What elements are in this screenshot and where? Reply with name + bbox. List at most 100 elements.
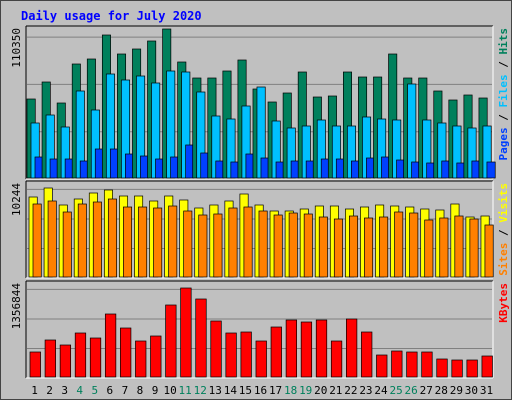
bar-kbytes-day-14 xyxy=(225,332,237,378)
bar-kbytes-day-4 xyxy=(74,332,87,378)
bar-sites-day-19 xyxy=(303,213,313,278)
bar-kbytes-day-16 xyxy=(255,340,267,378)
panel-1-ymax-label: 10244 xyxy=(10,183,23,216)
bar-kbytes-day-11 xyxy=(180,287,192,378)
bar-sites-day-31 xyxy=(484,224,494,278)
x-tick-label-day-16: 16 xyxy=(254,384,267,397)
bar-kbytes-day-28 xyxy=(436,358,448,378)
bar-sites-day-29 xyxy=(454,215,464,278)
x-tick-label-day-25: 25 xyxy=(389,384,402,397)
bar-sites-day-20 xyxy=(318,216,328,278)
bar-sites-day-13 xyxy=(213,213,223,278)
bar-sites-day-30 xyxy=(469,218,479,278)
bar-sites-day-5 xyxy=(92,201,102,278)
x-tick-label-day-7: 7 xyxy=(122,384,129,397)
bar-sites-day-17 xyxy=(273,214,283,278)
bar-kbytes-day-24 xyxy=(376,354,388,378)
bar-sites-day-1 xyxy=(32,203,42,278)
x-tick-label-day-21: 21 xyxy=(329,384,342,397)
bar-sites-day-25 xyxy=(394,211,404,278)
bar-sites-day-2 xyxy=(47,200,57,278)
bar-sites-day-27 xyxy=(424,219,434,278)
x-tick-label-day-23: 23 xyxy=(359,384,372,397)
x-tick-label-day-20: 20 xyxy=(314,384,327,397)
bar-kbytes-day-25 xyxy=(391,350,403,378)
bar-sites-day-9 xyxy=(153,207,163,278)
bar-sites-day-24 xyxy=(379,216,389,278)
chart-title: Daily usage for July 2020 xyxy=(21,9,202,23)
bar-sites-day-6 xyxy=(107,198,117,278)
bar-kbytes-day-23 xyxy=(361,331,373,378)
bar-pages-day-31 xyxy=(486,161,496,179)
legend-files-label: Files xyxy=(497,74,510,107)
x-tick-label-day-12: 12 xyxy=(194,384,207,397)
bar-kbytes-day-9 xyxy=(150,335,162,378)
bar-sites-day-22 xyxy=(349,215,358,278)
bar-kbytes-day-1 xyxy=(29,351,41,378)
bar-sites-day-18 xyxy=(288,212,298,278)
bar-sites-day-11 xyxy=(183,210,193,278)
bar-kbytes-day-20 xyxy=(315,319,328,378)
legend-hits-label: Hits xyxy=(497,28,510,55)
x-tick-label-day-15: 15 xyxy=(239,384,252,397)
bar-kbytes-day-26 xyxy=(406,351,418,378)
panel-2-legend-label: KBytes xyxy=(497,283,510,323)
bar-kbytes-day-13 xyxy=(210,320,222,378)
bar-kbytes-day-7 xyxy=(120,327,132,378)
bar-kbytes-day-6 xyxy=(104,313,117,378)
panel-0-ymax-label: 110350 xyxy=(10,28,23,68)
x-tick-label-day-13: 13 xyxy=(209,384,222,397)
bar-kbytes-day-29 xyxy=(451,359,463,378)
x-tick-label-day-26: 26 xyxy=(405,384,418,397)
legend-visits-label: Visits xyxy=(497,183,510,223)
x-tick-label-day-1: 1 xyxy=(31,384,38,397)
x-tick-label-day-30: 30 xyxy=(465,384,478,397)
x-tick-label-day-18: 18 xyxy=(284,384,297,397)
bar-kbytes-day-2 xyxy=(44,339,56,378)
legend--label: / xyxy=(497,223,510,243)
x-tick-label-day-8: 8 xyxy=(137,384,144,397)
legend-kbytes-label: KBytes xyxy=(497,283,510,323)
bar-kbytes-day-15 xyxy=(240,331,252,378)
bar-sites-day-26 xyxy=(409,212,419,278)
x-tick-label-day-5: 5 xyxy=(91,384,98,397)
x-tick-label-day-27: 27 xyxy=(420,384,433,397)
bar-kbytes-day-19 xyxy=(300,321,313,378)
x-tick-label-day-28: 28 xyxy=(435,384,448,397)
bar-sites-day-8 xyxy=(138,206,148,278)
bar-kbytes-day-27 xyxy=(421,351,433,378)
x-tick-label-day-29: 29 xyxy=(450,384,463,397)
x-tick-label-day-11: 11 xyxy=(179,384,192,397)
x-tick-label-day-2: 2 xyxy=(46,384,53,397)
bar-sites-day-3 xyxy=(62,211,72,278)
x-tick-label-day-24: 24 xyxy=(374,384,388,397)
bar-sites-day-10 xyxy=(168,205,178,278)
bar-sites-day-15 xyxy=(243,206,253,278)
x-tick-label-day-19: 19 xyxy=(299,384,312,397)
bar-kbytes-day-12 xyxy=(195,298,207,378)
bar-kbytes-day-10 xyxy=(165,304,177,378)
panel-2-ymax-label: 1356844 xyxy=(10,283,23,330)
x-tick-label-day-6: 6 xyxy=(107,384,114,397)
x-tick-label-day-3: 3 xyxy=(61,384,68,397)
x-tick-label-day-22: 22 xyxy=(344,384,357,397)
x-tick-label-day-14: 14 xyxy=(224,384,238,397)
x-tick-label-day-9: 9 xyxy=(152,384,159,397)
bar-kbytes-day-30 xyxy=(466,359,478,378)
bar-kbytes-day-18 xyxy=(285,319,297,378)
bar-sites-day-12 xyxy=(198,214,208,278)
legend-pages-label: Pages xyxy=(497,127,510,160)
bar-kbytes-day-31 xyxy=(481,355,493,378)
x-tick-label-day-4: 4 xyxy=(76,384,83,397)
panel-0-legend-label: Pages / Files / Hits xyxy=(497,28,510,161)
bar-kbytes-day-3 xyxy=(59,344,72,378)
bar-sites-day-4 xyxy=(77,203,87,278)
panel-1-legend-label: Sites / Visits xyxy=(497,183,510,276)
bar-kbytes-day-5 xyxy=(89,337,102,378)
x-tick-label-day-31: 31 xyxy=(480,384,493,397)
bar-sites-day-21 xyxy=(333,218,343,278)
legend--label: / xyxy=(497,108,510,128)
bar-kbytes-day-8 xyxy=(135,340,147,378)
